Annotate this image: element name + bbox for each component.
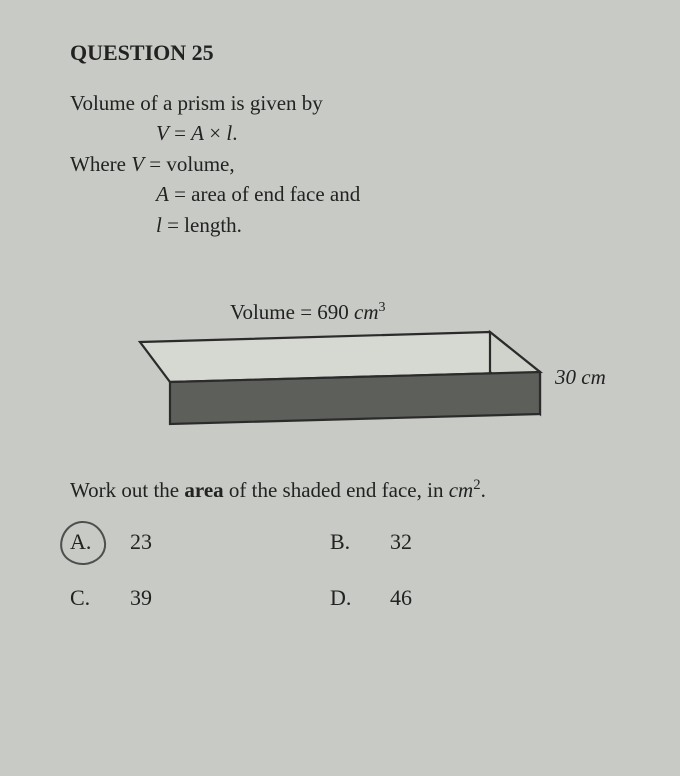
volume-label: Volume = 690 cm3 — [230, 300, 386, 324]
formula-times: × — [204, 121, 226, 145]
choice-c[interactable]: C. 39 — [70, 585, 330, 611]
where-v-var: V — [131, 152, 144, 176]
volume-label-prefix: Volume = 690 — [230, 300, 354, 324]
instruction-unit-base: cm — [449, 478, 474, 502]
question-page: QUESTION 25 Volume of a prism is given b… — [0, 0, 680, 651]
where-l-text: = length. — [162, 213, 242, 237]
volume-unit-exp: 3 — [379, 300, 386, 315]
intro-line: Volume of a prism is given by — [70, 88, 630, 118]
choice-d-letter: D. — [330, 585, 376, 611]
where-a-var: A — [156, 182, 169, 206]
question-heading: QUESTION 25 — [70, 40, 630, 66]
question-body: Volume of a prism is given by V = A × l.… — [70, 88, 630, 240]
where-a-text: = area of end face and — [169, 182, 360, 206]
instruction-unit-exp: 2 — [473, 477, 480, 493]
choice-c-value: 39 — [116, 585, 152, 611]
prism-svg: Volume = 690 cm3 30 cm — [110, 264, 650, 454]
choice-d-value: 46 — [376, 585, 412, 611]
choice-a-value: 23 — [116, 529, 152, 555]
choice-a-letter: A. — [70, 529, 116, 555]
prism-front-face — [170, 372, 540, 424]
choice-b[interactable]: B. 32 — [330, 529, 590, 555]
where-v-text: = volume, — [144, 152, 235, 176]
choice-a[interactable]: A. 23 — [70, 529, 330, 555]
choice-d[interactable]: D. 46 — [330, 585, 590, 611]
formula-line: V = A × l. — [70, 118, 630, 148]
where-line-l: l = length. — [70, 210, 630, 240]
instruction-end: . — [481, 478, 486, 502]
instruction-pre: Work out the — [70, 478, 184, 502]
choice-b-value: 32 — [376, 529, 412, 555]
formula-v: V — [156, 121, 169, 145]
formula-a: A — [191, 121, 204, 145]
where-line-a: A = area of end face and — [70, 179, 630, 209]
selection-circle — [59, 520, 108, 567]
answer-choices: A. 23 B. 32 C. 39 D. 46 — [70, 529, 630, 611]
instruction-line: Work out the area of the shaded end face… — [70, 477, 630, 503]
choice-b-letter: B. — [330, 529, 376, 555]
formula-eq: = — [169, 121, 191, 145]
instruction-post: of the shaded end face, in — [224, 478, 449, 502]
instruction-bold: area — [184, 478, 223, 502]
formula-end: . — [232, 121, 237, 145]
where-label: Where — [70, 152, 131, 176]
choice-c-letter: C. — [70, 585, 116, 611]
length-label: 30 cm — [554, 365, 606, 389]
volume-unit-base: cm — [354, 300, 379, 324]
prism-diagram: Volume = 690 cm3 30 cm — [110, 264, 630, 459]
where-line-v: Where V = volume, — [70, 149, 630, 179]
